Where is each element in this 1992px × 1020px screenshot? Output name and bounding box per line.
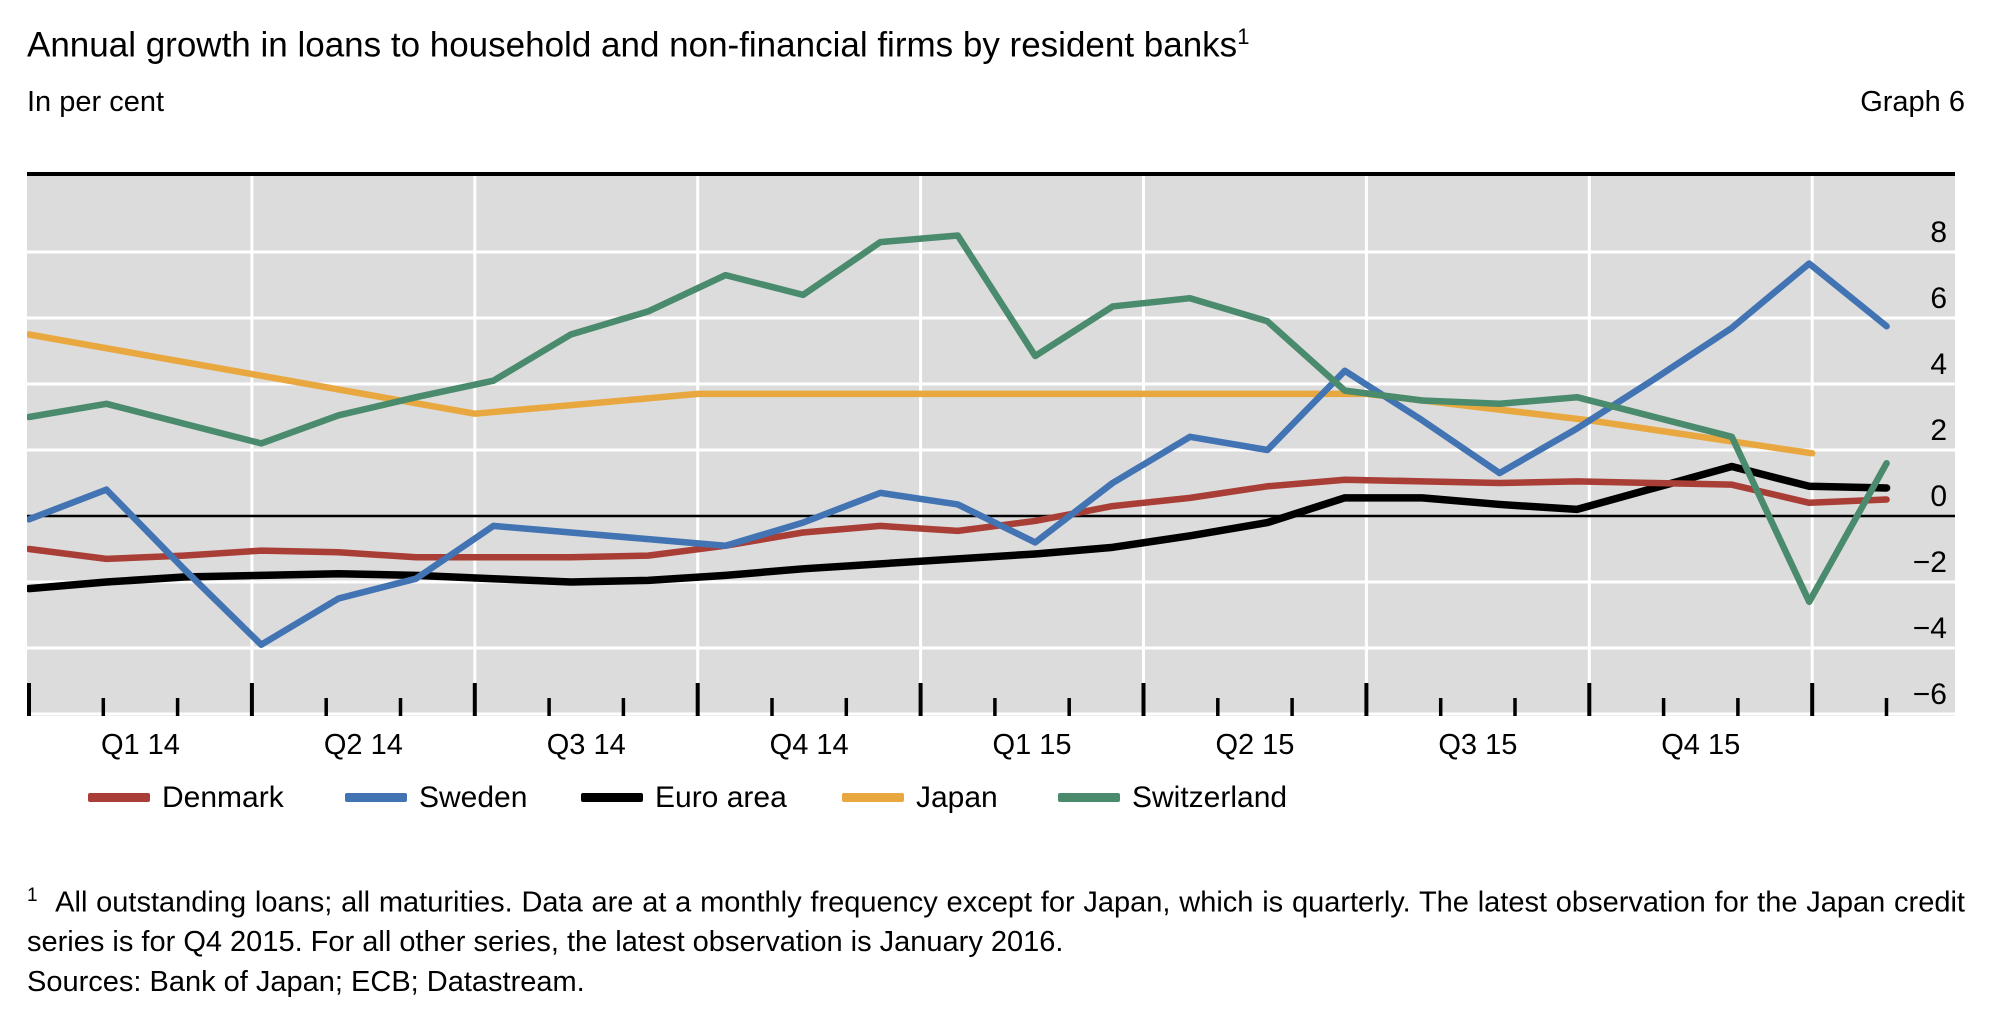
- series-line-euro-area: [25, 462, 1891, 593]
- graph-number-label: Graph 6: [1860, 86, 1965, 118]
- legend-label: Switzerland: [1132, 781, 1288, 814]
- plot-area: [27, 176, 1955, 716]
- chart-canvas: 8 6 4 2 0 −2 −4 −6: [25, 172, 1955, 716]
- legend-label: Japan: [916, 781, 998, 814]
- x-axis-label-q2-14: Q2 14: [323, 729, 403, 761]
- y-axis-tick-label: −6: [1913, 678, 1947, 711]
- footnote-marker: 1: [27, 885, 38, 906]
- series-line-sweden: [25, 260, 1890, 648]
- axis-unit-label: In per cent: [27, 86, 165, 118]
- x-axis-label-q4-14: Q4 14: [769, 729, 849, 761]
- series-line-japan: [25, 331, 1816, 457]
- x-axis-label-q1-15: Q1 15: [992, 729, 1072, 761]
- chart-footnote: 1 All outstanding loans; all maturities.…: [27, 876, 1965, 962]
- legend-label: Euro area: [655, 781, 787, 814]
- legend-label: Denmark: [162, 781, 284, 814]
- y-axis-tick-label: 2: [1930, 414, 1947, 447]
- footnote-text: All outstanding loans; all maturities. D…: [27, 886, 1965, 958]
- switzerland-line-swatch: [1058, 793, 1120, 802]
- x-axis-label-q4-15: Q4 15: [1661, 729, 1741, 761]
- title-footnote-marker: 1: [1237, 24, 1250, 49]
- y-axis-tick-label: 8: [1930, 216, 1947, 249]
- y-axis-tick-label: 6: [1930, 282, 1947, 315]
- y-axis-tick-label: −2: [1913, 546, 1947, 579]
- x-axis-label-q1-14: Q1 14: [100, 729, 180, 761]
- y-axis-tick-label: 4: [1930, 348, 1947, 381]
- chart-legend: Denmark Sweden Euro area Japan Switzerla…: [27, 781, 1955, 815]
- sweden-line-swatch: [345, 793, 407, 802]
- x-axis-label-q3-15: Q3 15: [1438, 729, 1518, 761]
- series-line-switzerland: [25, 232, 1890, 606]
- line-chart: 8 6 4 2 0 −2 −4 −6: [25, 172, 1955, 720]
- x-axis-labels: Q1 14 Q2 14 Q3 14 Q4 14 Q1 15 Q2 15 Q3 15 Q4 15: [27, 729, 1955, 765]
- page-title: Annual growth in loans to household and …: [27, 16, 1249, 67]
- series-line-denmark: [25, 476, 1890, 563]
- japan-line-swatch: [842, 793, 904, 802]
- legend-label: Sweden: [419, 781, 528, 814]
- x-axis-label-q2-15: Q2 15: [1215, 729, 1295, 761]
- y-axis-tick-label: −4: [1913, 612, 1947, 645]
- y-axis-tick-label: 0: [1930, 480, 1947, 513]
- denmark-line-swatch: [88, 793, 150, 802]
- sources-line: Sources: Bank of Japan; ECB; Datastream.: [27, 966, 585, 998]
- page-title-text: Annual growth in loans to household and …: [27, 25, 1238, 65]
- euro-area-line-swatch: [581, 793, 643, 802]
- x-axis-label-q3-14: Q3 14: [546, 729, 626, 761]
